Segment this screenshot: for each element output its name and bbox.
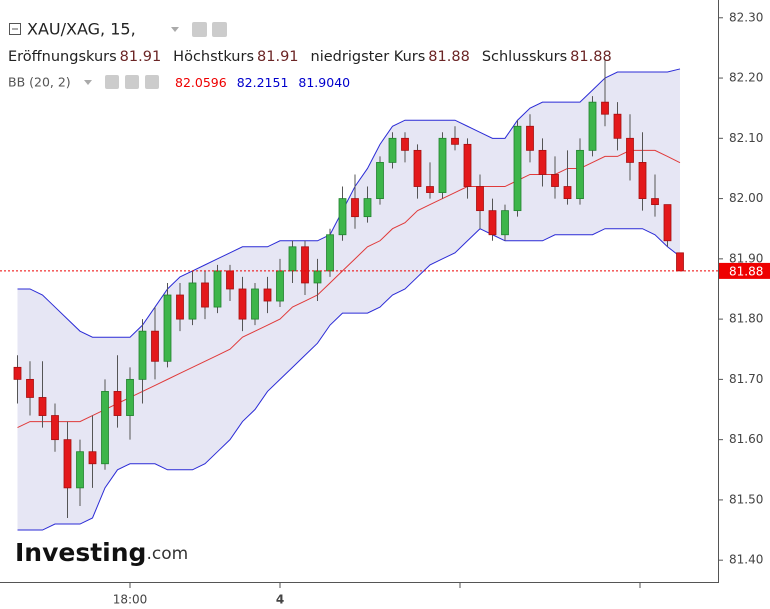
candle-body xyxy=(351,198,359,218)
collapse-icon[interactable] xyxy=(9,23,21,35)
band-line xyxy=(17,228,681,531)
candle-body xyxy=(638,162,647,199)
candle-body xyxy=(38,397,47,416)
ohlc-value: 81.88 xyxy=(570,49,612,65)
dropdown-icon[interactable] xyxy=(171,27,179,32)
candle-body xyxy=(513,125,522,212)
y-tick-label: 82.10 xyxy=(729,131,763,145)
candle-body xyxy=(63,439,72,489)
dropdown-icon[interactable] xyxy=(84,80,92,85)
candle-body xyxy=(276,270,284,302)
y-tick-label: 81.90 xyxy=(729,251,763,265)
chart-title: XAU/XAG, 15, xyxy=(27,20,136,39)
ohlc-label: Eröffnungskurs xyxy=(8,49,117,65)
plot-area xyxy=(0,59,718,531)
x-tick-label: 4 xyxy=(276,593,284,607)
ohlc-value: 81.91 xyxy=(120,49,162,65)
watermark-text: Investing xyxy=(15,538,146,567)
candle-body xyxy=(438,137,447,193)
candle-body xyxy=(226,270,234,290)
band-line xyxy=(17,68,681,338)
candle-body xyxy=(101,391,109,465)
candle-body xyxy=(463,143,472,187)
indicator-name: BB (20, 2) xyxy=(8,75,71,90)
candle-body xyxy=(563,186,572,199)
x-tick-label: 18:00 xyxy=(113,593,148,607)
candle-body xyxy=(138,330,147,380)
candle-body xyxy=(663,204,672,242)
candle-body xyxy=(413,149,422,187)
y-tick-label: 81.80 xyxy=(729,312,763,326)
candle-body xyxy=(651,198,659,206)
candle-body xyxy=(588,101,597,151)
candle-body xyxy=(363,198,372,218)
candle-body xyxy=(301,246,309,284)
y-tick-label: 82.30 xyxy=(729,10,763,24)
y-tick-label: 82.20 xyxy=(729,71,763,85)
candle-body xyxy=(263,288,272,302)
candle-body xyxy=(426,186,434,193)
y-tick-label: 81.70 xyxy=(729,372,763,386)
eye-icon[interactable] xyxy=(192,22,207,37)
settings-icon[interactable] xyxy=(125,75,139,89)
candle-body xyxy=(376,162,384,199)
candle-body xyxy=(126,378,134,416)
y-tick-label: 81.60 xyxy=(729,432,763,446)
candle-body xyxy=(676,252,684,272)
candle-body xyxy=(326,234,334,272)
candle-body xyxy=(551,174,559,187)
candle-body xyxy=(601,101,609,115)
candle-body xyxy=(526,125,534,151)
candle-body xyxy=(388,137,397,163)
candle-body xyxy=(113,391,122,416)
ohlc-value: 81.88 xyxy=(428,49,470,65)
candle-body xyxy=(338,198,347,236)
y-tick-label: 81.40 xyxy=(729,553,763,567)
ohlc-label: Höchstkurs xyxy=(173,49,254,65)
watermark-text: .com xyxy=(146,544,188,564)
candle-body xyxy=(401,137,409,151)
candle-body xyxy=(151,330,159,362)
candle-body xyxy=(501,210,509,236)
ohlc-label: Schlusskurs xyxy=(482,49,567,65)
candle-body xyxy=(238,288,247,320)
y-tick-label: 82.00 xyxy=(729,191,763,205)
candle-body xyxy=(26,378,34,398)
candle-body xyxy=(488,210,497,236)
candle-body xyxy=(613,113,622,139)
indicator-value: 82.2151 xyxy=(237,75,289,90)
candle-body xyxy=(288,246,297,272)
indicator-value: 82.0596 xyxy=(175,75,227,90)
candle-body xyxy=(188,282,197,320)
ohlc-label: niedrigster Kurs xyxy=(311,49,426,65)
eye-icon[interactable] xyxy=(105,75,119,89)
candle-body xyxy=(626,137,634,163)
indicator-values: 82.0596 82.2151 81.9040 xyxy=(175,75,350,90)
close-icon[interactable] xyxy=(145,75,159,89)
indicator-value: 81.9040 xyxy=(298,75,350,90)
candle-body xyxy=(88,451,97,465)
candle-body xyxy=(13,366,22,380)
y-tick-label: 81.50 xyxy=(729,492,763,506)
candle-body xyxy=(176,294,184,320)
candle-body xyxy=(213,270,222,308)
candle-body xyxy=(201,282,209,308)
watermark: Investing.com xyxy=(15,538,188,567)
candle-body xyxy=(163,294,172,362)
candle-body xyxy=(576,149,584,199)
candle-body xyxy=(51,415,59,441)
ohlc-value: 81.91 xyxy=(257,49,299,65)
candle-body xyxy=(313,270,322,284)
settings-icon[interactable] xyxy=(212,22,227,37)
candle-body xyxy=(451,137,459,145)
candle-body xyxy=(76,451,84,489)
last-price-label: 81.88 xyxy=(729,264,763,278)
candle-body xyxy=(538,149,547,175)
candle-body xyxy=(476,186,484,212)
ohlc-legend: Eröffnungskurs 81.91 Höchstkurs 81.91 niedri… xyxy=(8,49,612,65)
candle-body xyxy=(251,288,259,320)
last-price-tag xyxy=(719,262,770,279)
